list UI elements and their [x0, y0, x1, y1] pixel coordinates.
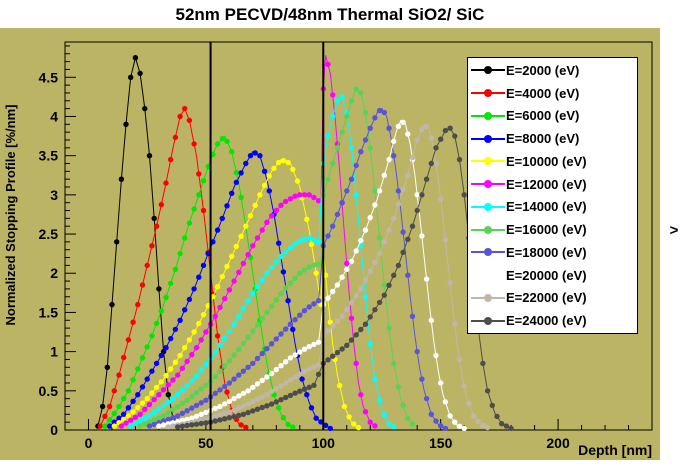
svg-text:0.5: 0.5: [39, 383, 59, 399]
svg-text:50: 50: [198, 435, 214, 451]
legend-marker-icon: [471, 180, 505, 189]
legend-marker-icon: [471, 111, 505, 120]
series-18000: [146, 107, 449, 432]
series-6000: [102, 135, 296, 430]
legend-label: E=10000 (eV): [506, 153, 587, 169]
series-10000: [111, 157, 362, 431]
legend-item: E=8000 (eV): [470, 128, 637, 149]
legend-label: E=20000 (eV): [506, 267, 587, 283]
svg-text:100: 100: [312, 435, 336, 451]
legend: E=2000 (eV) E=4000 (eV) E=6000 (eV) E=8000 …: [467, 57, 638, 334]
chevron-right-icon[interactable]: >: [669, 222, 679, 239]
svg-text:1.5: 1.5: [39, 304, 59, 320]
legend-item: E=2000 (eV): [470, 60, 637, 81]
legend-marker-icon: [471, 293, 505, 302]
x-axis-title: Depth [nm]: [578, 442, 652, 458]
legend-label: E=2000 (eV): [506, 62, 580, 78]
svg-text:3.5: 3.5: [39, 148, 59, 164]
legend-item: E=24000 (eV): [470, 310, 637, 331]
legend-marker-icon: [471, 157, 505, 166]
legend-label: E=4000 (eV): [506, 85, 580, 101]
stopping-profile-plot: 0 50 100 150 200 0 0.5 1 1.5 2 2.5 3 3.5 4 4.5: [39, 41, 653, 451]
svg-text:0: 0: [85, 435, 93, 451]
plot-canvas: 0 50 100 150 200 0 0.5 1 1.5 2 2.5 3 3.5 4 4.5 Normali…: [0, 28, 660, 460]
legend-item: E=16000 (eV): [470, 219, 637, 240]
chart-title: 52nm PECVD/48nm Thermal SiO2/ SiC: [175, 5, 485, 24]
legend-label: E=16000 (eV): [506, 222, 587, 238]
legend-label: E=8000 (eV): [506, 131, 580, 147]
legend-label: E=12000 (eV): [506, 176, 587, 192]
legend-marker-icon: [471, 248, 505, 257]
svg-text:2.5: 2.5: [39, 226, 59, 242]
series-22000: [165, 123, 491, 431]
svg-text:200: 200: [546, 435, 570, 451]
legend-marker-icon: [471, 225, 505, 234]
legend-item: E=18000 (eV): [470, 242, 637, 263]
svg-text:2: 2: [50, 265, 58, 281]
y-axis-tick-labels: 0 0.5 1 1.5 2 2.5 3 3.5 4 4.5: [39, 69, 59, 438]
legend-marker-icon: [471, 134, 505, 143]
series-24000: [175, 125, 514, 432]
series-16000: [137, 86, 416, 429]
series-12000: [118, 55, 378, 429]
svg-text:3: 3: [50, 187, 58, 203]
series-14000: [128, 94, 397, 430]
legend-item: E=6000 (eV): [470, 105, 637, 126]
x-axis-tick-labels: 0 50 100 150 200: [85, 435, 570, 451]
legend-marker-icon: [471, 271, 505, 280]
legend-item: E=14000 (eV): [470, 196, 637, 217]
svg-text:4.5: 4.5: [39, 69, 59, 85]
legend-item: E=10000 (eV): [470, 151, 637, 172]
legend-label: E=22000 (eV): [506, 290, 587, 306]
legend-label: E=18000 (eV): [506, 244, 587, 260]
legend-item: E=22000 (eV): [470, 287, 637, 308]
svg-text:4: 4: [50, 108, 58, 124]
svg-text:150: 150: [429, 435, 453, 451]
svg-text:1: 1: [50, 344, 58, 360]
legend-marker-icon: [471, 202, 505, 211]
legend-item: E=4000 (eV): [470, 83, 637, 104]
legend-label: E=24000 (eV): [506, 313, 587, 329]
svg-text:0: 0: [50, 422, 58, 438]
legend-item: E=12000 (eV): [470, 174, 637, 195]
legend-marker-icon: [471, 316, 505, 325]
legend-marker-icon: [471, 66, 505, 75]
series-4000: [97, 105, 249, 430]
y-axis-title: Normalized Stopping Profile [%/nm]: [3, 104, 18, 326]
legend-marker-icon: [471, 89, 505, 98]
legend-label: E=14000 (eV): [506, 199, 587, 215]
legend-item: E=20000 (eV): [470, 265, 637, 286]
legend-label: E=6000 (eV): [506, 108, 580, 124]
